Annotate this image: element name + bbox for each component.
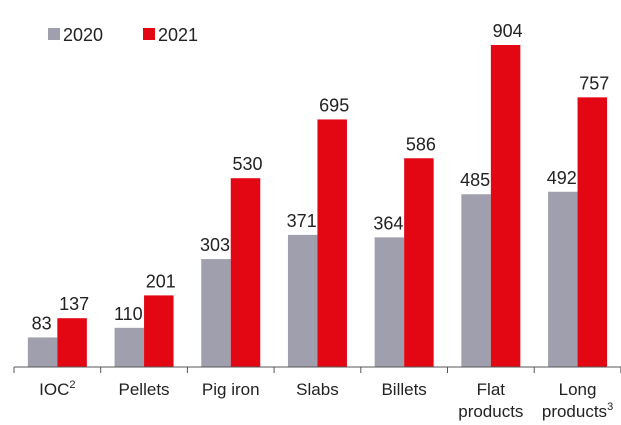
- bar: [317, 119, 347, 367]
- bar: [577, 97, 608, 367]
- bar: [27, 337, 58, 367]
- value-label: 303: [200, 235, 230, 255]
- bar: [461, 194, 491, 367]
- category-text: Pellets: [118, 380, 170, 399]
- footnote-mark: 3: [607, 401, 614, 413]
- value-label: 201: [146, 271, 176, 291]
- category-text: Slabs: [296, 380, 339, 399]
- bar: [114, 327, 145, 367]
- legend-label: 2020: [63, 25, 103, 45]
- category-text: IOC: [39, 380, 70, 399]
- legend-label: 2021: [158, 25, 198, 45]
- value-label: 83: [32, 313, 52, 333]
- bar: [490, 45, 521, 367]
- bar: [201, 259, 231, 367]
- value-label: 492: [547, 168, 577, 188]
- x-tick-label: Pig iron: [183, 379, 278, 401]
- bar: [144, 295, 174, 367]
- legend-swatch: [48, 28, 60, 40]
- value-label: 110: [114, 304, 143, 324]
- bar: [404, 158, 434, 367]
- value-label: 485: [460, 170, 490, 190]
- category-text: Long products: [541, 380, 608, 421]
- x-tick-label: Flat products: [444, 379, 539, 423]
- value-label: 904: [493, 21, 523, 41]
- category-text: Flat products: [458, 380, 524, 421]
- bar: [548, 191, 578, 367]
- footnote-mark: 2: [69, 379, 76, 391]
- value-label: 364: [373, 213, 403, 233]
- x-tick-label: IOC2: [10, 379, 105, 401]
- value-label: 586: [406, 134, 436, 154]
- bar: [230, 178, 261, 367]
- legend-swatch: [143, 28, 155, 40]
- value-label: 137: [59, 294, 89, 314]
- category-text: Billets: [381, 380, 427, 399]
- x-tick-label: Pellets: [97, 379, 192, 401]
- value-label: 530: [232, 154, 262, 174]
- category-text: Pig iron: [201, 380, 260, 399]
- value-label: 695: [319, 95, 349, 115]
- value-label: 371: [287, 211, 317, 231]
- bar: [374, 237, 405, 367]
- x-tick-label: Long products3: [530, 379, 621, 423]
- bar: [57, 318, 87, 367]
- x-tick-label: Billets: [357, 379, 452, 401]
- bar: [287, 234, 318, 367]
- value-label: 757: [579, 73, 609, 93]
- x-tick-label: Slabs: [270, 379, 365, 401]
